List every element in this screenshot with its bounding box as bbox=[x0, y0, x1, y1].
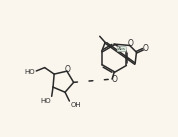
Text: Abs: Abs bbox=[118, 47, 126, 51]
Text: O: O bbox=[127, 39, 133, 48]
Text: O: O bbox=[65, 65, 70, 74]
Text: OH: OH bbox=[70, 102, 81, 108]
Text: O: O bbox=[112, 75, 117, 84]
Text: HO: HO bbox=[25, 69, 35, 75]
Text: HO: HO bbox=[40, 98, 51, 104]
Text: O: O bbox=[142, 45, 148, 53]
